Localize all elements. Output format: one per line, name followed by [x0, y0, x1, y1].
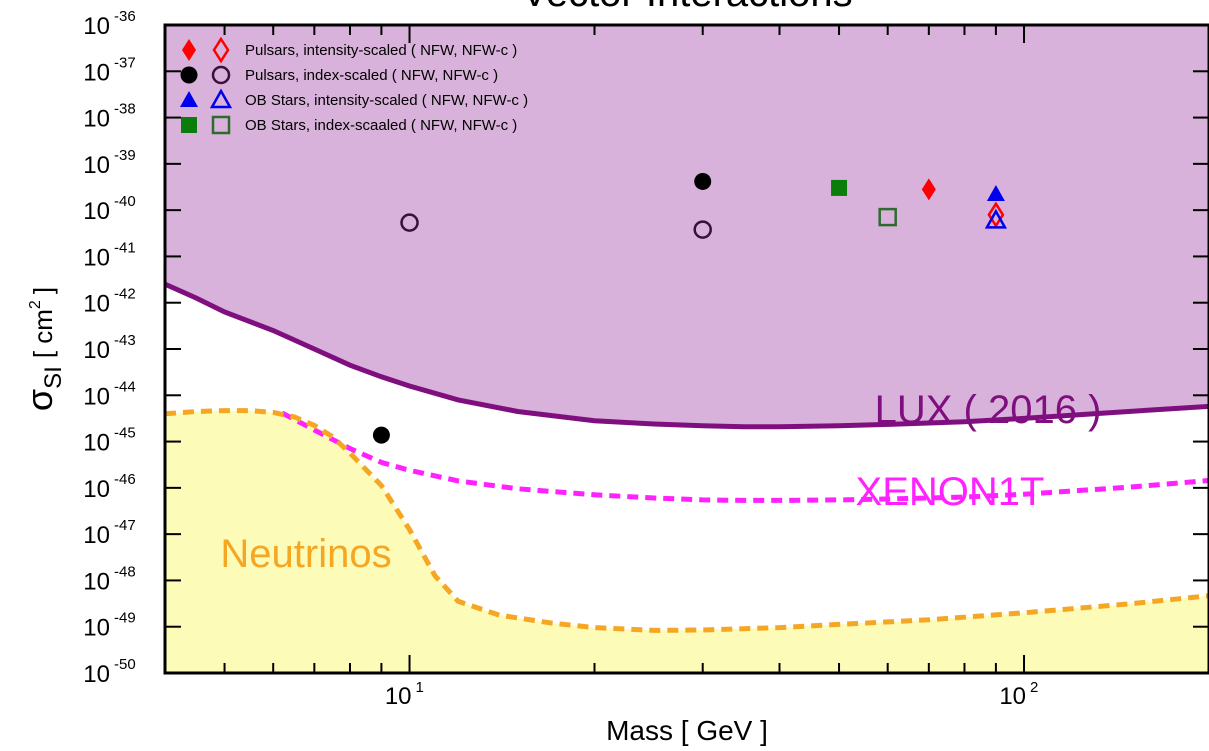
data-point-square-filled [831, 179, 848, 196]
y-tick-labels: 10-3610-3710-3810-3910-4010-4110-4210-43… [83, 8, 135, 688]
y-axis-label: σSI [ cm2] [19, 287, 67, 411]
y-tick-label: 10 [83, 198, 110, 225]
lux-label: LUX ( 2016 ) [875, 388, 1102, 432]
y-tick-label: 10 [83, 383, 110, 410]
x-tick-label: 10 [385, 683, 412, 710]
y-tick-label: 10 [83, 244, 110, 271]
y-tick-exponent: -47 [114, 517, 136, 534]
y-axis-symbol: σ [19, 389, 60, 411]
y-tick-label: 10 [83, 522, 110, 549]
lux-excluded-region [165, 25, 1209, 427]
y-axis-subscript: SI [40, 366, 67, 389]
y-tick-label: 10 [83, 59, 110, 86]
y-tick-exponent: -39 [114, 147, 136, 164]
legend-entry: OB Stars, intensity-scaled ( NFW, NFW-c … [245, 92, 528, 109]
y-axis-unit-exp: 2 [27, 300, 44, 309]
y-tick-label: 10 [83, 13, 110, 40]
legend-entry: Pulsars, intensity-scaled ( NFW, NFW-c ) [245, 42, 517, 59]
x-tick-exponent: 2 [1030, 679, 1038, 696]
y-tick-label: 10 [83, 430, 110, 457]
legend-marker-open [212, 36, 230, 64]
data-point-circle-open [693, 220, 712, 239]
x-tick-exponent: 1 [416, 679, 424, 696]
y-tick-exponent: -38 [114, 101, 136, 118]
y-tick-exponent: -37 [114, 54, 136, 71]
y-tick-exponent: -50 [114, 656, 136, 673]
y-axis-unit-close: ] [28, 287, 58, 294]
data-point-triangle-filled [986, 184, 1005, 201]
data-point-square-open [878, 207, 897, 227]
legend-entry: OB Stars, index-scaaled ( NFW, NFW-c ) [245, 117, 517, 134]
y-tick-exponent: -36 [114, 8, 136, 25]
y-tick-exponent: -45 [114, 425, 136, 442]
y-tick-label: 10 [83, 615, 110, 642]
legend-marker-filled [181, 117, 197, 133]
data-point-circle-open [400, 213, 419, 232]
legend-marker-filled [180, 91, 198, 107]
y-tick-label: 10 [83, 661, 110, 688]
legend: Pulsars, intensity-scaled ( NFW, NFW-c )… [180, 36, 528, 135]
y-tick-exponent: -49 [114, 610, 136, 627]
xenon1t-label: XENON1T [856, 470, 1045, 514]
y-tick-exponent: -41 [114, 239, 136, 256]
y-tick-label: 10 [83, 106, 110, 133]
y-tick-exponent: -44 [114, 378, 136, 395]
svg-text:σSI[ cm2]: σSI [ cm2] [19, 287, 67, 411]
x-tick-label: 10 [999, 683, 1026, 710]
y-tick-exponent: -42 [114, 286, 136, 303]
lux-curve [165, 281, 1209, 430]
legend-marker-open [211, 115, 231, 135]
data-point-circle-filled [694, 172, 712, 190]
y-tick-label: 10 [83, 291, 110, 318]
y-axis-unit-open: [ cm [28, 309, 58, 358]
axis-ticks [164, 24, 1209, 674]
y-tick-label: 10 [83, 337, 110, 364]
y-tick-exponent: -43 [114, 332, 136, 349]
legend-marker-open [211, 65, 231, 85]
legend-marker-open [209, 88, 233, 109]
y-tick-label: 10 [83, 476, 110, 503]
legend-marker-filled [182, 39, 196, 61]
legend-entry: Pulsars, index-scaled ( NFW, NFW-c ) [245, 67, 498, 84]
y-tick-label: 10 [83, 152, 110, 179]
data-point-diamond-filled [921, 178, 936, 201]
y-tick-exponent: -40 [114, 193, 136, 210]
y-tick-exponent: -46 [114, 471, 136, 488]
legend-marker-filled [180, 66, 198, 84]
xenon1t-curve [280, 410, 1209, 503]
y-tick-label: 10 [83, 568, 110, 595]
data-point-diamond-open [987, 201, 1005, 229]
data-point-triangle-open [984, 208, 1008, 229]
data-points [372, 172, 1008, 444]
y-tick-exponent: -48 [114, 563, 136, 580]
data-point-circle-filled [372, 426, 390, 444]
neutrino-curve [165, 408, 1209, 633]
neutrinos-label: Neutrinos [220, 532, 391, 576]
x-axis-label: Mass [ GeV ] [606, 715, 768, 746]
chart-title: Vector Interactions [521, 0, 852, 15]
x-tick-labels: 10 1 10 2 [385, 679, 1039, 710]
neutrino-floor-region [165, 410, 1209, 673]
